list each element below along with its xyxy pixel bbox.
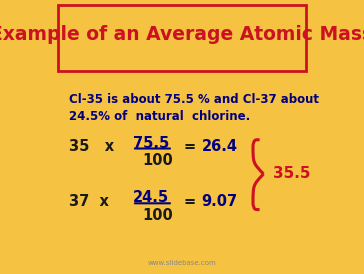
Text: 100: 100 <box>143 153 173 168</box>
Text: 26.4: 26.4 <box>202 139 238 154</box>
Text: 24.5: 24.5 <box>133 190 170 205</box>
Text: 35.5: 35.5 <box>273 167 310 181</box>
Text: 9.07: 9.07 <box>202 194 238 209</box>
Text: www.slidebase.com: www.slidebase.com <box>148 260 216 266</box>
Text: 24.5% of  natural  chlorine.: 24.5% of natural chlorine. <box>69 110 250 122</box>
Text: 100: 100 <box>143 208 173 222</box>
Text: =: = <box>183 194 195 209</box>
Text: Cl-35 is about 75.5 % and Cl-37 about: Cl-35 is about 75.5 % and Cl-37 about <box>69 93 319 106</box>
FancyBboxPatch shape <box>58 5 306 71</box>
Text: =: = <box>183 139 195 154</box>
Text: 75.5: 75.5 <box>133 136 170 150</box>
Text: Example of an Average Atomic Mass: Example of an Average Atomic Mass <box>0 25 364 44</box>
Text: 35   x: 35 x <box>69 139 114 154</box>
Text: 37  x: 37 x <box>69 194 109 209</box>
